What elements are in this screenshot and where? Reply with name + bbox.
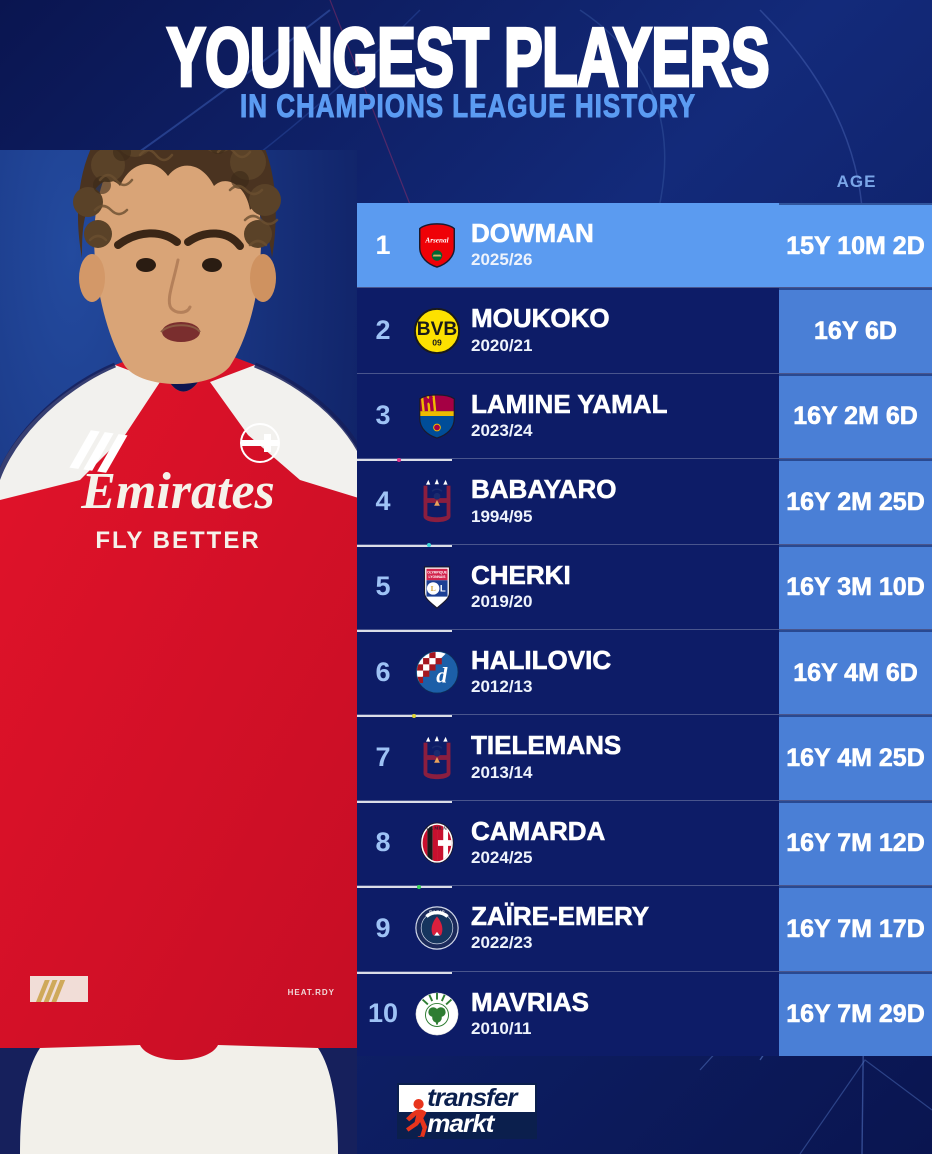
svg-text:FLY BETTER: FLY BETTER (95, 527, 260, 554)
svg-text:Emirates: Emirates (80, 463, 275, 520)
svg-text:HEAT.RDY: HEAT.RDY (288, 988, 335, 997)
